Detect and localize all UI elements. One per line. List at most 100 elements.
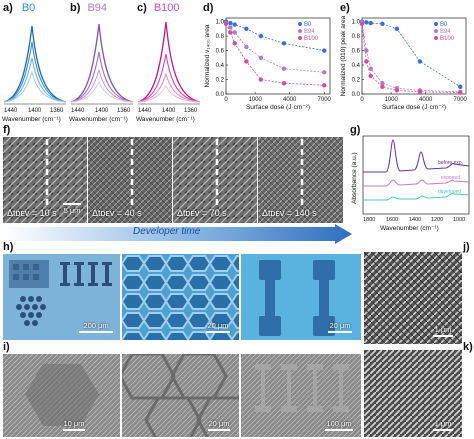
e-point-B100	[394, 88, 400, 93]
e-point-B0	[417, 59, 423, 64]
e-point-B100	[359, 21, 365, 26]
tick-a-3: 1360	[50, 108, 64, 114]
e-point-B0	[368, 20, 373, 26]
d-point-B100	[244, 59, 249, 64]
d-point-B100	[223, 21, 229, 26]
d-xtick-label: 7000	[318, 97, 332, 103]
e-xtick-label: 4000	[419, 97, 433, 103]
d-point-B94	[281, 66, 287, 71]
panel-label-c: c) B100	[137, 2, 180, 14]
dev-time-4: Δtᴅᴇᴠ = 140 s	[262, 208, 317, 218]
dev-time-3: Δtᴅᴇᴠ = 70 s	[177, 208, 227, 218]
legend-before-exp: before exp.	[438, 160, 463, 166]
e-ytick-label: 1.0	[352, 20, 361, 26]
d-xtick-label: 4000	[283, 97, 297, 103]
scale-i-2: 20 μm	[203, 419, 235, 432]
sem-strip-f: Δtᴅᴇᴠ = 10 s Δtᴅᴇᴠ = 40 s Δtᴅᴇᴠ = 70 s Δ…	[3, 137, 343, 223]
e-ytick-label: 0.8	[352, 34, 361, 40]
d-ytick-label: 0.0	[216, 92, 225, 98]
e-xlabel: Surface dose (J·cm⁻²)	[382, 104, 446, 111]
g-tick-1: 1800	[363, 217, 375, 223]
d-point-B94	[232, 30, 237, 35]
e-point-B100	[417, 89, 423, 95]
d-ytick-label: 0.2	[216, 78, 225, 84]
panel-label-a: a) B0	[3, 2, 36, 14]
d-point-B0	[281, 41, 287, 46]
e-legend-marker-B94	[434, 29, 438, 33]
e-xtick-label: 0	[360, 97, 364, 103]
d-legend-label-B94: B94	[304, 29, 315, 35]
e-xtick-label: 7000	[454, 97, 468, 103]
d-point-B94	[228, 25, 233, 30]
panel-label-b: b) B94	[70, 2, 108, 14]
d-point-B0	[258, 33, 264, 39]
panel-label-j: j)	[463, 241, 470, 253]
chart-d: 1.0 0.8 0.6 0.4 0.2 0.00 1000 4000 7000 Surface d…	[204, 17, 332, 111]
spectrum-a	[3, 25, 67, 105]
e-ytick-label: 0.6	[352, 49, 361, 55]
dev-time-1: Δtᴅᴇᴠ = 10 s	[7, 208, 57, 218]
xlabel-b: Wavenumber (cm⁻¹)	[69, 116, 128, 123]
tick-c-3: 1360	[184, 108, 198, 114]
dev-time-2: Δtᴅᴇᴠ = 40 s	[92, 208, 142, 218]
panel-label-g: g)	[350, 124, 361, 136]
d-legend-marker-B94	[298, 29, 302, 33]
legend-exposed: exposed	[441, 175, 460, 181]
scale-h-3: 20 μm	[323, 321, 357, 334]
d-point-B94	[244, 44, 249, 50]
spectrum-b	[70, 23, 134, 105]
d-ytick-label: 0.4	[216, 63, 225, 69]
micrograph-i-1: 10 μm	[3, 354, 120, 437]
scale-i-3: 100 μm	[321, 419, 357, 432]
e-point-B94	[380, 80, 385, 86]
e-ytick-label: 0.0	[352, 92, 361, 98]
d-legend-label-B0: B0	[304, 22, 312, 28]
e-ylabel: Normalized (010) peak area	[340, 15, 347, 96]
micrograph-h-2: 20 μm	[122, 254, 239, 340]
g-tick-5: 1000	[453, 217, 465, 223]
d-legend-label-B100: B100	[304, 36, 319, 42]
scale-k: 1 μm	[428, 419, 458, 432]
tick-a-2: 1400	[28, 108, 42, 114]
d-point-B0	[244, 26, 249, 32]
d-point-B0	[322, 48, 327, 53]
xlabel-a: Wavenumber (cm⁻¹)	[2, 116, 61, 123]
scale-f: 5 μm	[60, 203, 84, 215]
chart-e: 1.0 0.8 0.6 0.4 0.2 0.00 1000 4000 7000 Surface d…	[340, 15, 468, 111]
developer-time-label: Developer time	[133, 226, 201, 237]
panel-label-h: h)	[3, 241, 14, 253]
e-xtick-label: 1000	[384, 97, 398, 103]
panel-label-f: f)	[3, 124, 11, 136]
d-ylabel: Normalized ν₁₄₀₀ area	[204, 24, 211, 87]
d-point-B0	[228, 20, 233, 26]
micrograph-h-1: 200 μm	[3, 254, 120, 340]
e-point-B0	[458, 84, 463, 89]
d-point-B100	[232, 41, 237, 46]
d-point-B94	[322, 70, 327, 75]
d-point-B100	[322, 83, 327, 88]
d-point-B100	[258, 77, 264, 82]
e-plot-frame	[361, 17, 467, 95]
e-point-B94	[368, 66, 373, 71]
d-point-B100	[228, 30, 233, 35]
tick-c-1: 1440	[138, 108, 152, 114]
g-tick-4: 1200	[431, 217, 443, 223]
d-plot-frame	[225, 17, 331, 95]
e-point-B0	[394, 26, 400, 32]
tick-c-2: 1400	[162, 108, 176, 114]
e-point-B100	[380, 84, 385, 89]
e-ytick-label: 0.2	[352, 78, 361, 84]
e-ytick-label: 0.4	[352, 63, 361, 69]
spectra-abc: 1440 1400 1360 1440 1400 1360 1440 1400 …	[2, 21, 201, 123]
scale-h-1: 200 μm	[76, 321, 116, 334]
micrograph-k: 1 μm	[364, 350, 462, 437]
e-legend-marker-B100	[434, 36, 438, 40]
scale-i-1: 10 μm	[59, 419, 89, 432]
g-ylabel: Absorbance (a.u.)	[351, 152, 358, 204]
scale-j: 1 μm	[428, 325, 458, 338]
d-ytick-label: 1.0	[216, 20, 225, 26]
tick-a-1: 1440	[4, 108, 18, 114]
e-legend-marker-B0	[434, 22, 438, 26]
e-legend-label-B100: B100	[440, 36, 455, 42]
d-xtick-label: 1000	[248, 97, 262, 103]
